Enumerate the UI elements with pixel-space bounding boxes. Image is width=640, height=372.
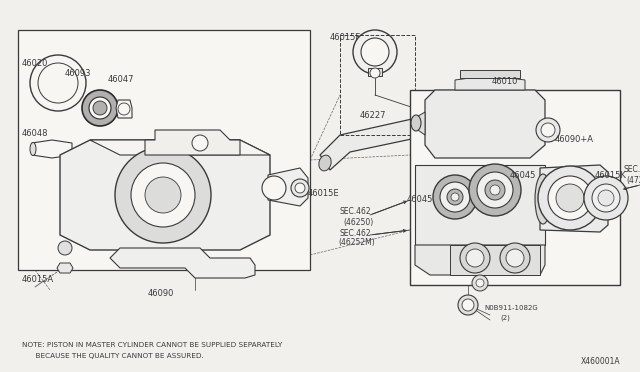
Circle shape (541, 123, 555, 137)
Circle shape (131, 163, 195, 227)
Bar (340, 35, 415, 135)
Text: X460001A: X460001A (580, 357, 620, 366)
Polygon shape (268, 168, 308, 206)
Ellipse shape (456, 122, 464, 135)
Circle shape (469, 164, 521, 216)
Text: 46045: 46045 (510, 170, 536, 180)
Circle shape (38, 63, 78, 103)
Polygon shape (425, 90, 545, 158)
Circle shape (506, 249, 524, 267)
Circle shape (556, 184, 584, 212)
Text: 46090: 46090 (148, 289, 174, 298)
Polygon shape (90, 140, 270, 155)
Polygon shape (110, 248, 255, 278)
Circle shape (118, 103, 130, 115)
Text: NOTE: PISTON IN MASTER CYLINDER CANNOT BE SUPPLIED SEPARATELY: NOTE: PISTON IN MASTER CYLINDER CANNOT B… (22, 342, 282, 348)
Text: (46250): (46250) (343, 218, 373, 227)
Circle shape (548, 176, 592, 220)
Circle shape (262, 176, 286, 200)
Text: BECAUSE THE QUALITY CANNOT BE ASSURED.: BECAUSE THE QUALITY CANNOT BE ASSURED. (22, 353, 204, 359)
Circle shape (485, 180, 505, 200)
Bar (18, 30, 310, 270)
Circle shape (592, 184, 620, 212)
Text: SEC.462: SEC.462 (340, 228, 372, 237)
Circle shape (82, 90, 118, 126)
Ellipse shape (535, 174, 551, 224)
Circle shape (58, 241, 72, 255)
Text: 46010: 46010 (492, 77, 518, 87)
Polygon shape (57, 263, 73, 273)
Text: 46015K: 46015K (595, 170, 627, 180)
Circle shape (192, 135, 208, 151)
Circle shape (476, 279, 484, 287)
Circle shape (145, 177, 181, 213)
Circle shape (433, 175, 477, 219)
Ellipse shape (319, 155, 331, 171)
Circle shape (584, 176, 628, 220)
Circle shape (93, 101, 107, 115)
Circle shape (291, 179, 309, 197)
Circle shape (361, 38, 389, 66)
Text: 46048: 46048 (22, 128, 49, 138)
Polygon shape (450, 245, 540, 275)
Text: (47210): (47210) (626, 176, 640, 185)
Text: SEC.470: SEC.470 (624, 166, 640, 174)
Text: 46020: 46020 (22, 58, 49, 67)
Polygon shape (415, 245, 545, 275)
Text: 46093: 46093 (65, 70, 92, 78)
Circle shape (447, 189, 463, 205)
Circle shape (115, 147, 211, 243)
Bar (410, 90, 620, 285)
Ellipse shape (30, 142, 36, 155)
Text: (46252M): (46252M) (338, 238, 375, 247)
Polygon shape (415, 112, 425, 135)
Polygon shape (60, 140, 270, 250)
Text: SEC.462: SEC.462 (340, 208, 372, 217)
Polygon shape (460, 70, 520, 78)
Polygon shape (116, 100, 132, 118)
Circle shape (500, 243, 530, 273)
Polygon shape (540, 165, 608, 232)
Circle shape (490, 185, 500, 195)
Polygon shape (320, 115, 475, 170)
Circle shape (538, 166, 602, 230)
Circle shape (451, 193, 459, 201)
Circle shape (30, 55, 86, 111)
Circle shape (598, 190, 614, 206)
Circle shape (295, 183, 305, 193)
Circle shape (458, 295, 478, 315)
Circle shape (462, 299, 474, 311)
Text: (2): (2) (500, 315, 510, 321)
Text: 46015E: 46015E (308, 189, 340, 198)
Polygon shape (455, 78, 525, 90)
Ellipse shape (411, 115, 421, 131)
Text: N0B911-1082G: N0B911-1082G (484, 305, 538, 311)
Circle shape (477, 172, 513, 208)
Polygon shape (145, 130, 240, 155)
Polygon shape (32, 140, 72, 158)
Polygon shape (415, 165, 545, 245)
Text: 46227: 46227 (360, 110, 387, 119)
Text: 46015F: 46015F (330, 32, 361, 42)
Circle shape (370, 68, 380, 78)
Text: 46090+A: 46090+A (555, 135, 594, 144)
Circle shape (536, 118, 560, 142)
Circle shape (89, 97, 111, 119)
Circle shape (466, 249, 484, 267)
Circle shape (440, 182, 470, 212)
Bar (368, 68, 382, 76)
Circle shape (472, 275, 488, 291)
Circle shape (353, 30, 397, 74)
Ellipse shape (453, 118, 467, 138)
Text: 46015A: 46015A (22, 276, 54, 285)
Text: 46045: 46045 (407, 196, 433, 205)
Text: 46047: 46047 (108, 74, 134, 83)
Circle shape (460, 243, 490, 273)
